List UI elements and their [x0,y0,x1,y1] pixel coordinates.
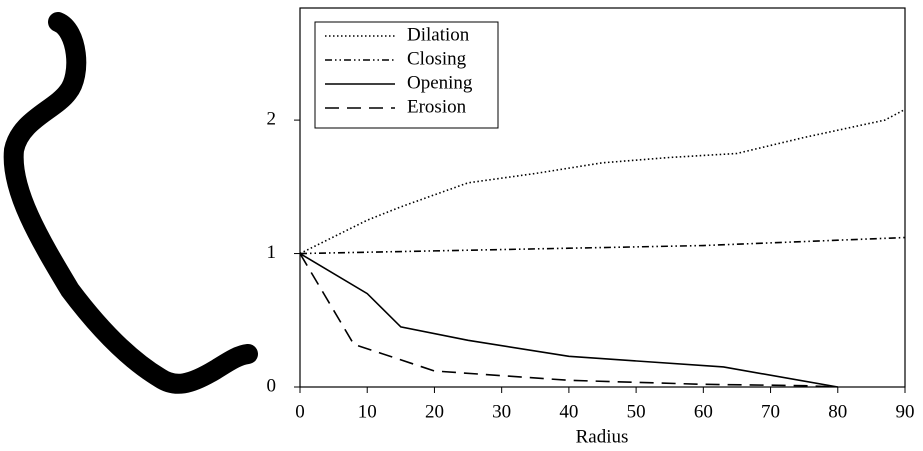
series-line [299,253,838,388]
x-tick-label: 70 [761,401,780,422]
legend-label: Closing [407,48,467,69]
x-tick-label: 80 [828,401,847,422]
y-tick-label: 0 [267,375,277,396]
x-axis-label: Radius [576,426,629,447]
x-tick-label: 30 [492,401,511,422]
plot-frame [299,7,906,388]
legend-label: Dilation [407,24,470,45]
y-tick-label: 2 [267,108,277,129]
x-tick-label: 40 [559,401,578,422]
legend-box [314,21,499,129]
legend-label: Opening [407,72,473,93]
series-line [299,252,838,388]
legend-label: Erosion [407,96,467,117]
x-tick-label: 20 [425,401,444,422]
y-tick-label: 1 [267,242,277,263]
x-tick-label: 90 [896,401,915,422]
x-tick-label: 0 [295,401,305,422]
x-tick-label: 50 [627,401,646,422]
x-tick-label: 10 [358,401,377,422]
series-line [299,108,906,255]
series-line [299,236,906,255]
shape-silhouette [3,12,258,394]
x-tick-label: 60 [694,401,713,422]
